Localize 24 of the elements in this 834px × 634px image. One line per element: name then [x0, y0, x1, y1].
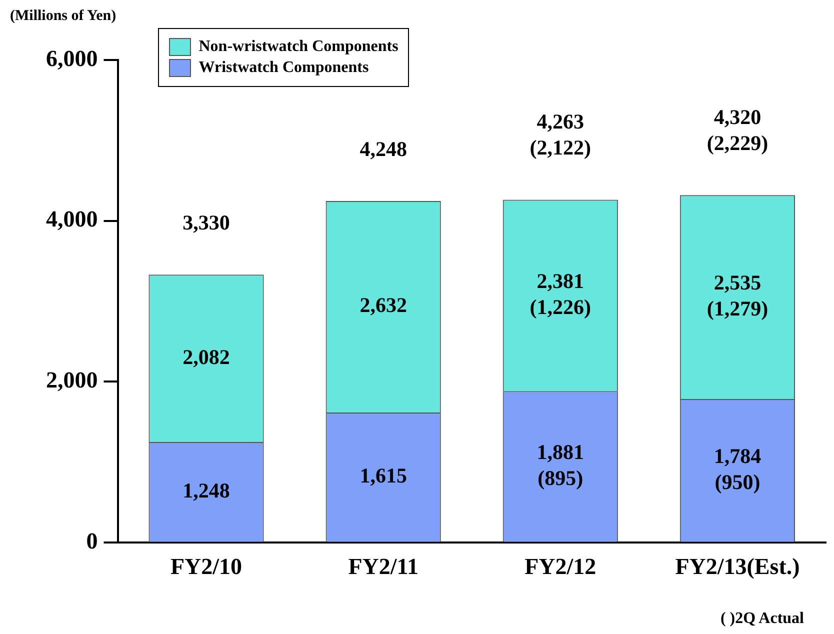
data-label: 1,881 (895)	[536, 440, 584, 490]
x-tick-label: FY2/13(Est.)	[675, 554, 800, 580]
x-tick-label: FY2/12	[524, 554, 596, 580]
y-axis-title: (Millions of Yen)	[10, 8, 116, 25]
legend-label: Wristwatch Components	[198, 59, 370, 77]
y-tick-label: 4,000	[46, 206, 98, 232]
data-label: 2,082	[182, 344, 230, 369]
data-label: 2,632	[360, 293, 407, 318]
total-label: 4,248	[360, 136, 407, 161]
total-label: 4,320 (2,229)	[706, 105, 768, 156]
data-label: 1,784 (950)	[714, 444, 762, 494]
total-label: 4,263 (2,122)	[530, 110, 592, 160]
legend-label: Non-wristwatch Components	[198, 38, 398, 56]
data-label: 1,248	[182, 478, 230, 502]
data-label: 2,381 (1,226)	[530, 268, 592, 319]
x-tick-label: FY2/11	[348, 554, 418, 580]
text: ( )2Q Actual	[720, 610, 804, 628]
data-label: 1,615	[360, 464, 407, 488]
x-tick-label: FY2/10	[170, 554, 242, 580]
y-tick-label: 0	[86, 528, 98, 554]
total-label: 3,330	[182, 210, 230, 235]
y-tick-label: 6,000	[46, 46, 98, 71]
y-tick-label: 2,000	[46, 368, 98, 393]
data-label: 2,535 (1,279)	[706, 270, 768, 320]
